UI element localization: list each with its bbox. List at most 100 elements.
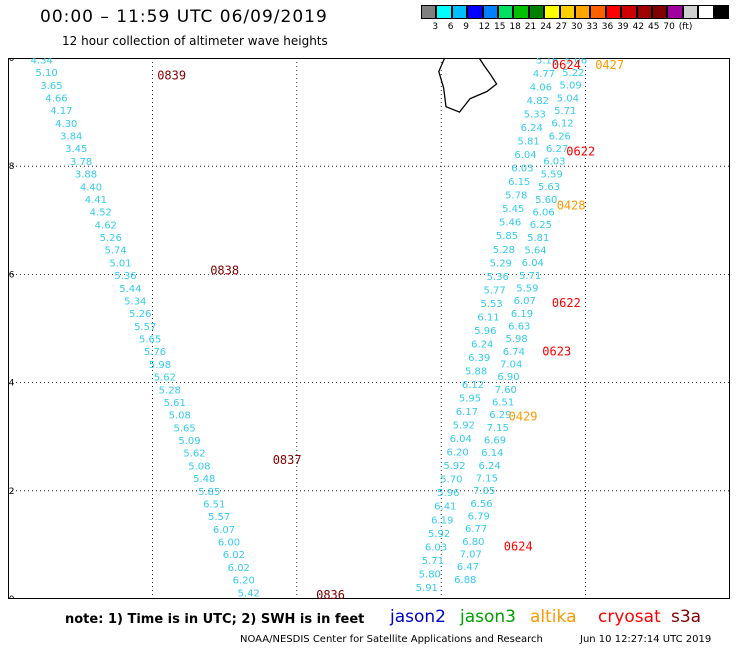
chart-subtitle: 12 hour collection of altimeter wave hei… [62,34,328,48]
swh-value: 5.65 [173,423,195,434]
swh-value: 5.92 [443,461,465,472]
y-tick-label: 16 [8,270,15,280]
swh-value: 6.80 [462,537,484,548]
swh-value: 6.20 [446,448,468,459]
chart-title: 00:00 – 11:59 UTC 06/09/2019 [40,7,328,27]
swh-value: 3.45 [65,144,87,155]
swh-value: 5.36 [487,272,509,283]
swh-value: 5.01 [109,258,131,269]
swh-value: 5.85 [198,487,220,498]
swh-value: 6.17 [456,407,478,418]
legend-label: 9 [463,22,469,32]
swh-value: 5.71 [422,556,444,567]
swh-value: 6.12 [551,119,573,130]
swh-value: 5.22 [562,68,584,79]
legend-label: 70 [663,22,675,32]
legend-swatch [544,5,560,19]
swh-value: 5.28 [159,385,181,396]
legend-label: 15 [494,22,506,32]
legend-swatch [590,5,606,19]
swh-value: 6.04 [514,150,536,161]
swh-value: 7.05 [473,486,495,497]
swh-value: 6.00 [218,538,240,549]
swh-value: 5.77 [483,285,505,296]
legend-label: 27 [555,22,568,32]
y-tick-label: 10 [8,595,15,599]
swh-value: 5.61 [164,398,186,409]
swh-value: 6.20 [233,576,255,587]
swh-value: 5.78 [505,191,527,202]
swh-value: 4.41 [85,195,107,206]
swh-value: 4.62 [95,220,117,231]
pass-time-label: 0837 [273,453,302,467]
swh-value: 5.85 [496,231,518,242]
swh-value: 6.29 [489,410,511,421]
swh-value: 5.96 [474,326,496,337]
legend-swatch [682,5,699,19]
swh-value: 6.56 [470,499,492,510]
swh-value: 5.44 [119,284,141,295]
pass-time-label: 0839 [157,69,186,83]
y-tick-label: 14 [8,379,15,389]
swh-value: 3.84 [60,132,82,143]
swh-value: 6.02 [228,563,250,574]
swh-value: 3.65 [40,81,62,92]
swh-value: 6.47 [457,562,479,573]
map-canvas: -165-162-159-156-153-1502018161412104.34… [8,58,730,599]
legend-label: 18 [509,22,521,32]
pass-time-label: 0427 [595,58,624,72]
sat-jason2: jason2 [390,607,446,627]
swh-value: 6.88 [454,575,476,586]
pass-time-label: 0428 [557,199,586,213]
swh-value: 7.60 [495,385,517,396]
legend-swatch [559,5,575,19]
legend-swatch [436,5,452,19]
swh-value: 5.98 [149,360,171,371]
footer-timestamp: Jun 10 12:27:14 UTC 2019 [580,634,712,645]
swh-value: 6.11 [477,312,499,323]
swh-value: 7.07 [460,549,482,560]
swh-value: 5.57 [134,322,156,333]
legend-label: 45 [648,22,660,32]
swh-value: 5.65 [139,335,161,346]
legend-swatch [451,5,468,19]
swh-value: 6.77 [465,524,487,535]
y-tick-label: 12 [8,487,14,497]
swh-value: 5.33 [524,110,546,121]
swh-value: 6.24 [471,339,493,350]
legend-swatch [513,5,529,19]
swh-value: 5.64 [524,245,546,256]
legend-label: 3 [432,22,439,32]
swh-value: 6.03 [511,164,533,175]
swh-value: 4.17 [50,106,72,117]
pass-time-label: 0838 [210,263,239,277]
legend-swatch [467,5,483,19]
swh-value: 7.15 [487,423,509,434]
swh-value: 3.88 [75,170,97,181]
swh-value: 6.03 [543,157,565,168]
y-tick-label: 20 [8,58,15,64]
swh-value: 6.27 [546,144,568,155]
swh-value: 5.71 [554,106,576,117]
legend-swatch [498,5,514,19]
map-border [8,58,730,599]
legend-label: 24 [540,22,552,32]
swh-value: 5.74 [104,246,126,257]
swh-value: 5.53 [480,299,502,310]
swh-value: 5.48 [193,474,215,485]
swh-value: 5.81 [527,233,549,244]
swh-value: 4.40 [80,182,102,193]
swh-value: 6.39 [468,353,490,364]
swh-value: 5.26 [129,309,151,320]
swh-value: 7.15 [476,473,498,484]
swh-value: 4.34 [31,58,53,66]
legend-label: (ft) [678,22,693,32]
pass-time-label: 0836 [316,588,345,599]
swh-value: 4.06 [530,83,552,94]
swh-value: 6.04 [522,258,544,269]
note-text: note: 1) Time is in UTC; 2) SWH is in fe… [65,612,365,627]
swh-value: 4.82 [527,96,549,107]
swh-value: 5.96 [437,488,459,499]
swh-value: 7.04 [500,359,522,370]
swh-value: 5.29 [490,258,512,269]
